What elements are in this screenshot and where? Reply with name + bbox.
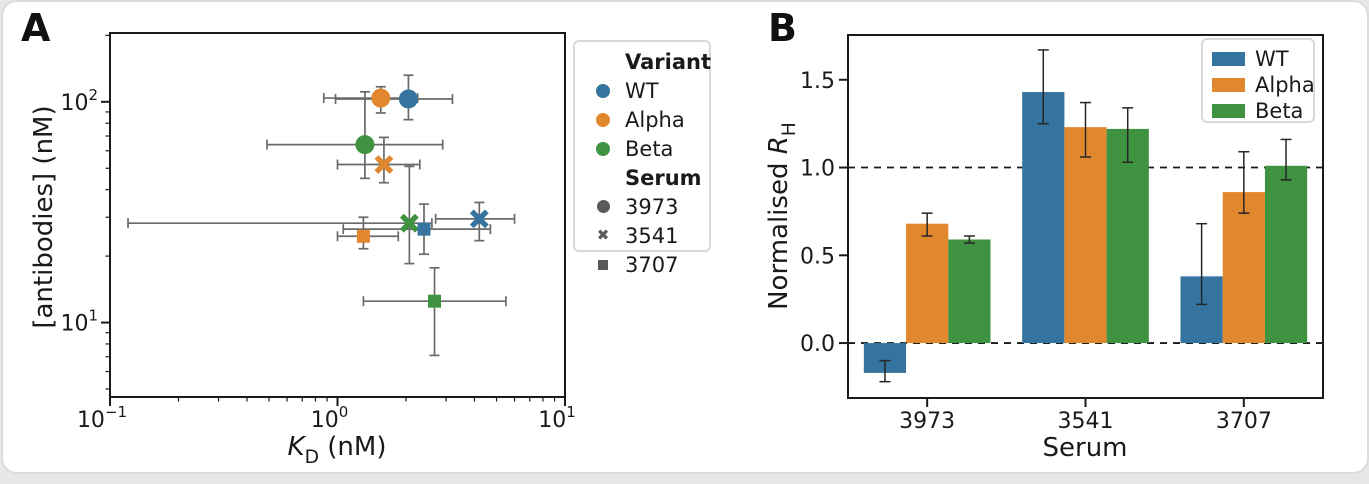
- bar-Alpha-3541: [1064, 127, 1107, 344]
- legend-item-label: 3707: [625, 252, 679, 277]
- marker-column: [585, 141, 621, 156]
- tick-label: 102: [60, 86, 98, 116]
- panel-a-frame: [109, 32, 566, 398]
- legend-item-label: WT: [1255, 47, 1289, 71]
- bar-Beta-3541: [1106, 128, 1149, 344]
- wt-circle-marker-icon: [596, 83, 610, 98]
- tick-label: 3541: [1058, 409, 1114, 434]
- x-axis-label-units: (nM): [319, 432, 387, 462]
- legend-serum-header: Serum: [625, 165, 702, 190]
- legend-item-label: 3973: [625, 194, 679, 219]
- bar-WT-3541: [1022, 92, 1065, 344]
- point-Alpha-3541-errorbars: [336, 136, 421, 184]
- bar-Beta-3707: [1264, 165, 1308, 344]
- marker-column: [585, 200, 621, 213]
- serum-circle-marker-icon: [596, 200, 610, 213]
- legend-item-label: Beta: [625, 136, 674, 161]
- errorbar-WT-3707: [1196, 222, 1208, 306]
- serum-square-marker-icon: [598, 259, 608, 270]
- tick-label: 3707: [1216, 409, 1272, 434]
- point-WT-3541-errorbars: [434, 201, 516, 242]
- tick-label: 0.5: [800, 244, 835, 269]
- x-axis-label-symbol: K: [287, 432, 305, 462]
- marker-column: [585, 83, 621, 98]
- legend-item-serum-3973: 3973: [585, 192, 709, 221]
- point-Beta-3973-errorbars: [266, 90, 444, 180]
- tick-label: 101: [60, 307, 98, 337]
- panel-a-ticks: [101, 100, 566, 406]
- panel-a-plot: 10−1 100 101 101 102: [60, 32, 576, 433]
- point-Beta-3707-errorbars: [362, 266, 507, 357]
- point-Alpha-3707-marker: [356, 229, 370, 243]
- y-axis-label-text: Normalised: [764, 154, 794, 310]
- tick-label: 1.5: [800, 69, 835, 94]
- legend-item-label: Alpha: [625, 107, 685, 132]
- panel-b-legend: WT Alpha Beta: [1201, 38, 1315, 123]
- tick-label: 3973: [899, 409, 955, 434]
- panel-a-y-axis-label: [antibodies] (nM): [29, 105, 59, 329]
- errorbar-Alpha-3707: [1238, 150, 1250, 214]
- errorbar-Beta-3973: [963, 235, 975, 244]
- legend-item-alpha: Alpha: [1212, 72, 1315, 98]
- tick-label: 100: [311, 403, 349, 433]
- tick-label: 1.0: [800, 157, 835, 182]
- marker-column: [585, 112, 621, 127]
- legend-variant-header: Variant: [625, 49, 711, 74]
- point-Beta-3541-errorbars: [127, 165, 433, 265]
- tick-label: 0.0: [800, 332, 835, 357]
- alpha-swatch-icon: [1212, 78, 1245, 92]
- alpha-circle-marker-icon: [596, 112, 610, 127]
- bar-Alpha-3973: [906, 223, 949, 344]
- panel-b-label: B: [768, 6, 797, 50]
- errorbar-Beta-3707: [1280, 138, 1292, 181]
- tick-label: 101: [538, 403, 576, 433]
- point-Beta-3707-marker: [428, 294, 442, 308]
- point-WT-3707-marker: [417, 222, 431, 236]
- legend-item-serum-3541: ✖ 3541: [585, 221, 709, 250]
- x-axis-label-subscript: D: [304, 447, 319, 469]
- legend-item-wt: WT: [585, 76, 709, 105]
- panel-a-legend: Variant WT Alpha Beta Serum 3973 ✖ 3541 …: [573, 40, 711, 277]
- legend-item-alpha: Alpha: [585, 105, 709, 134]
- marker-column: ✖: [585, 228, 621, 243]
- panel-b-ticks: [839, 78, 1245, 407]
- y-axis-label-subscript: H: [779, 122, 801, 137]
- panel-b-plot: 0.0 0.5 1.0 1.5 3973 3541 3707: [800, 34, 1324, 434]
- point-Beta-3973-marker: [355, 135, 375, 155]
- tick-label: 10−1: [77, 403, 127, 433]
- beta-circle-marker-icon: [596, 141, 610, 156]
- errorbar-WT-3541: [1037, 49, 1049, 125]
- panel-a-x-axis-label: KD (nM): [187, 432, 487, 468]
- legend-item-serum-3707: 3707: [585, 250, 709, 279]
- panel-b-y-axis-label: Normalised RH: [764, 16, 801, 416]
- errorbar-Alpha-3973: [921, 212, 933, 237]
- serum-x-marker-icon: ✖: [596, 226, 610, 244]
- point-WT-3541-marker: [469, 209, 489, 229]
- legend-item-beta: Beta: [1212, 98, 1313, 124]
- bar-Beta-3973: [948, 239, 991, 344]
- errorbar-Alpha-3541: [1080, 101, 1091, 158]
- marker-column: [585, 259, 621, 270]
- legend-item-wt: WT: [1212, 46, 1313, 72]
- beta-swatch-icon: [1212, 104, 1245, 118]
- point-WT-3973-marker: [398, 89, 418, 109]
- legend-item-label: WT: [625, 78, 659, 103]
- point-Alpha-3541-marker: [374, 155, 394, 174]
- y-axis-label-symbol: R: [764, 136, 794, 155]
- errorbar-Beta-3541: [1122, 107, 1134, 164]
- legend-item-label: Beta: [1255, 99, 1304, 123]
- wt-swatch-icon: [1212, 52, 1245, 66]
- errorbar-WT-3973: [879, 359, 891, 383]
- legend-item-beta: Beta: [585, 134, 709, 163]
- panel-a-label: A: [21, 6, 51, 50]
- panel-b-x-axis-label: Serum: [1042, 433, 1128, 463]
- legend-item-label: Alpha: [1255, 73, 1315, 97]
- point-Alpha-3973-marker: [371, 88, 391, 108]
- point-Beta-3541-marker: [399, 213, 419, 233]
- panel-a-minor-ticks: [105, 34, 556, 402]
- bar-Alpha-3707: [1222, 192, 1265, 344]
- legend-item-label: 3541: [625, 223, 679, 248]
